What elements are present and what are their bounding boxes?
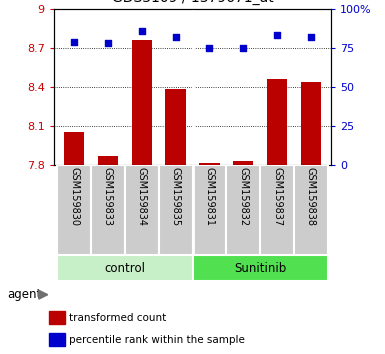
Point xyxy=(274,33,280,38)
Bar xyxy=(159,165,192,255)
Text: agent: agent xyxy=(8,288,42,301)
Bar xyxy=(233,161,253,165)
Bar xyxy=(294,165,328,255)
Text: GSM159834: GSM159834 xyxy=(137,167,147,226)
Text: GSM159832: GSM159832 xyxy=(238,167,248,227)
Text: GSM159838: GSM159838 xyxy=(306,167,316,226)
Point xyxy=(172,34,179,40)
Bar xyxy=(49,311,65,324)
Point xyxy=(308,34,314,40)
Text: control: control xyxy=(104,262,146,275)
Title: GDS3109 / 1379671_at: GDS3109 / 1379671_at xyxy=(112,0,273,5)
Point xyxy=(71,39,77,44)
Bar xyxy=(91,165,125,255)
Text: GSM159833: GSM159833 xyxy=(103,167,113,226)
Bar xyxy=(199,163,219,165)
Bar xyxy=(192,255,328,281)
Text: GSM159831: GSM159831 xyxy=(204,167,214,226)
Point xyxy=(240,45,246,51)
Bar xyxy=(64,132,84,165)
Text: GSM159835: GSM159835 xyxy=(171,167,181,227)
Bar xyxy=(301,81,321,165)
Point xyxy=(139,28,145,34)
Bar xyxy=(226,165,260,255)
Bar xyxy=(57,165,91,255)
Bar xyxy=(192,165,226,255)
Bar xyxy=(57,255,192,281)
Text: GSM159830: GSM159830 xyxy=(69,167,79,226)
Text: GSM159837: GSM159837 xyxy=(272,167,282,227)
Text: transformed count: transformed count xyxy=(69,313,166,322)
Text: percentile rank within the sample: percentile rank within the sample xyxy=(69,335,245,345)
Bar xyxy=(166,89,186,165)
Bar xyxy=(267,79,287,165)
Text: Sunitinib: Sunitinib xyxy=(234,262,286,275)
Bar xyxy=(98,155,118,165)
Bar xyxy=(260,165,294,255)
Bar xyxy=(49,333,65,346)
Bar xyxy=(132,40,152,165)
Bar xyxy=(125,165,159,255)
Point xyxy=(105,40,111,46)
Point xyxy=(206,45,213,51)
